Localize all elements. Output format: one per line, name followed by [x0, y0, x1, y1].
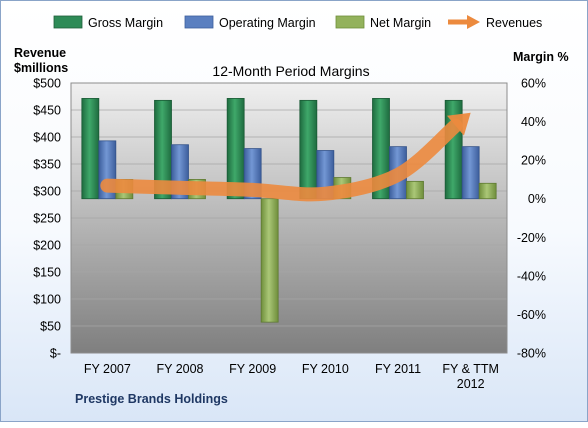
legend-swatch-gross-margin — [53, 15, 83, 29]
plot-border — [70, 82, 508, 354]
legend-swatch-net-margin — [335, 15, 365, 29]
right-tick-label: -60% — [517, 308, 546, 322]
x-tick-label: FY 2011 — [375, 362, 421, 376]
x-tick-label: FY 2010 — [302, 362, 349, 376]
x-tick-label: FY & TTM — [442, 362, 499, 376]
left-tick-label: $450 — [33, 104, 61, 118]
left-tick-label: $100 — [33, 293, 61, 307]
right-axis-title: Margin % — [513, 50, 569, 64]
right-tick-label: 60% — [521, 77, 546, 91]
right-tick-label: -80% — [517, 347, 546, 361]
legend-arrowhead-revenues — [467, 15, 480, 29]
left-tick-label: $350 — [33, 158, 61, 172]
legend-label-operating-margin: Operating Margin — [219, 16, 316, 30]
left-tick-label: $300 — [33, 185, 61, 199]
x-axis-ticks: FY 2007 FY 2008 FY 2009 FY 2010 FY 2011 FY & … — [84, 362, 499, 391]
company-label: Prestige Brands Holdings — [75, 392, 228, 406]
x-tick-label: FY 2009 — [229, 362, 276, 376]
legend-label-net-margin: Net Margin — [370, 16, 431, 30]
legend-swatch-operating-margin — [184, 15, 214, 29]
legend-label-gross-margin: Gross Margin — [88, 16, 163, 30]
revenues-line — [100, 118, 463, 202]
right-tick-label: -40% — [517, 269, 546, 283]
bar-operating-margin — [461, 146, 480, 200]
left-tick-label: $400 — [33, 131, 61, 145]
left-axis-title-line2: $millions — [14, 61, 68, 75]
legend: Gross Margin Operating Margin Net Margin… — [53, 15, 542, 30]
x-tick-label: FY 2008 — [156, 362, 203, 376]
bar-net-margin — [260, 198, 279, 323]
left-tick-label: $250 — [33, 212, 61, 226]
x-tick-label: 2012 — [457, 377, 485, 391]
bar-gross-margin — [299, 99, 318, 200]
gridlines — [70, 82, 508, 354]
left-tick-label: $200 — [33, 239, 61, 253]
revenues-arrowhead — [447, 112, 471, 136]
right-tick-label: 40% — [521, 115, 546, 129]
revenues-arrow-group — [100, 112, 471, 202]
right-tick-label: 20% — [521, 154, 546, 168]
left-axis-ticks: $- $50 $100 $150 $200 $250 $300 $350 $400 $450 $50… — [33, 77, 61, 361]
chart-title: 12-Month Period Margins — [212, 63, 369, 79]
left-tick-label: $50 — [40, 320, 61, 334]
right-tick-label: 0% — [528, 192, 546, 206]
left-tick-label: $500 — [33, 77, 61, 91]
bar-net-margin — [478, 182, 497, 200]
right-tick-label: -20% — [517, 231, 546, 245]
right-axis-ticks: -80% -60% -40% -20% 0% 20% 40% 60% — [517, 77, 546, 361]
left-tick-label: $150 — [33, 266, 61, 280]
left-axis-title-line1: Revenue — [14, 46, 66, 60]
x-tick-label: FY 2007 — [84, 362, 131, 376]
legend-label-revenues: Revenues — [486, 16, 542, 30]
left-tick-label: $- — [50, 347, 61, 361]
bar-gross-margin — [81, 98, 100, 200]
bar-net-margin — [406, 180, 424, 200]
